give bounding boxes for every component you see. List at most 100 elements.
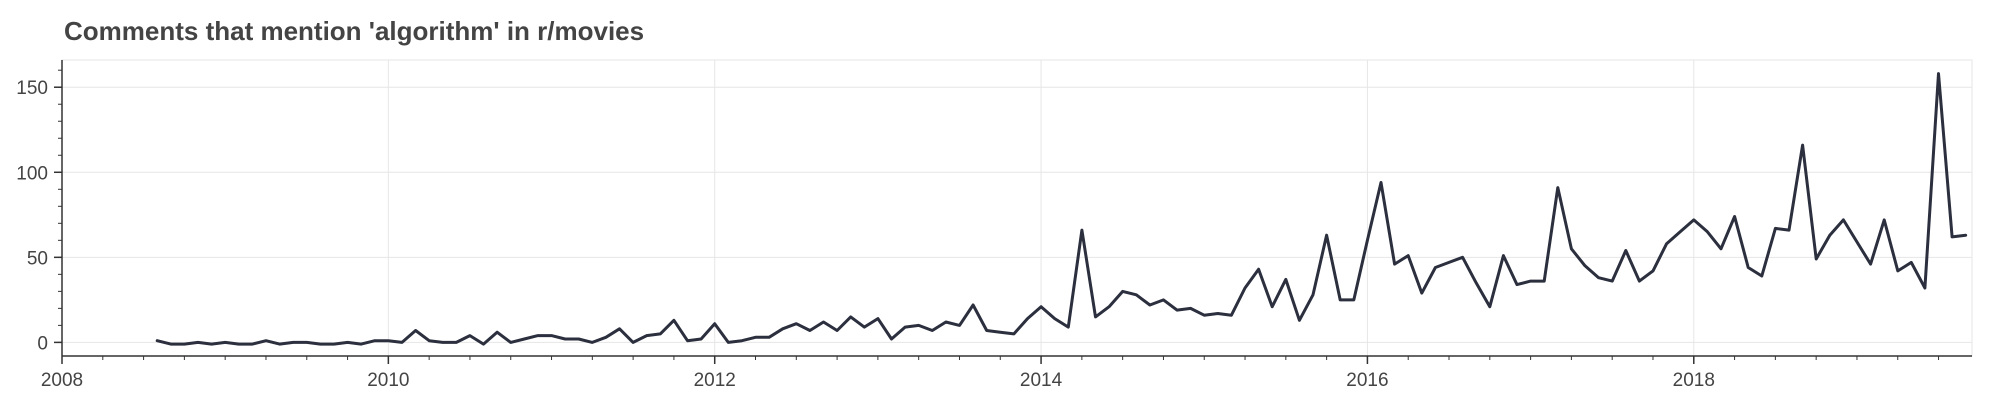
data-point bbox=[183, 343, 186, 346]
data-point bbox=[1896, 269, 1899, 272]
data-point bbox=[836, 329, 839, 332]
data-point bbox=[890, 338, 893, 341]
data-point bbox=[1094, 315, 1097, 318]
y-tick-label: 50 bbox=[27, 248, 48, 269]
data-point bbox=[1012, 332, 1015, 335]
data-point bbox=[210, 343, 213, 346]
data-point bbox=[781, 327, 784, 330]
data-point bbox=[1244, 287, 1247, 290]
data-point bbox=[1801, 144, 1804, 147]
data-point bbox=[1230, 314, 1233, 317]
data-point bbox=[659, 332, 662, 335]
data-point bbox=[1706, 230, 1709, 233]
data-point bbox=[999, 331, 1002, 334]
data-point bbox=[1176, 309, 1179, 312]
data-point bbox=[360, 343, 363, 346]
data-point bbox=[319, 343, 322, 346]
data-point bbox=[1529, 280, 1532, 283]
data-point bbox=[1108, 305, 1111, 308]
data-point bbox=[346, 341, 349, 344]
data-point bbox=[1257, 268, 1260, 271]
data-point bbox=[917, 324, 920, 327]
data-point bbox=[1543, 280, 1546, 283]
data-point bbox=[278, 343, 281, 346]
data-point bbox=[197, 341, 200, 344]
data-point bbox=[1203, 314, 1206, 317]
data-point bbox=[509, 341, 512, 344]
data-point bbox=[523, 338, 526, 341]
data-point bbox=[305, 341, 308, 344]
data-point bbox=[904, 326, 907, 329]
data-point bbox=[482, 343, 485, 346]
data-point bbox=[1040, 305, 1043, 308]
series-layer bbox=[155, 72, 1968, 346]
data-point bbox=[1883, 218, 1886, 221]
data-point bbox=[1720, 247, 1723, 250]
data-point bbox=[768, 336, 771, 339]
data-point bbox=[1516, 283, 1519, 286]
data-point bbox=[618, 327, 621, 330]
data-point bbox=[237, 343, 240, 346]
data-point bbox=[808, 329, 811, 332]
data-point bbox=[822, 321, 825, 324]
data-point bbox=[1448, 261, 1451, 264]
data-point bbox=[1828, 234, 1831, 237]
data-point bbox=[251, 343, 254, 346]
data-point bbox=[1121, 290, 1124, 293]
data-point bbox=[1148, 304, 1151, 307]
data-point bbox=[387, 339, 390, 342]
data-point bbox=[1339, 298, 1342, 301]
data-point bbox=[1420, 292, 1423, 295]
data-point bbox=[632, 341, 635, 344]
x-tick-label: 2018 bbox=[1673, 370, 1715, 391]
data-point bbox=[1080, 229, 1083, 232]
data-point bbox=[863, 326, 866, 329]
data-point bbox=[1461, 256, 1464, 259]
data-point bbox=[564, 338, 567, 341]
data-point bbox=[591, 341, 594, 344]
x-tick-label: 2010 bbox=[367, 370, 409, 391]
y-tick-label: 0 bbox=[37, 333, 48, 354]
data-point bbox=[1910, 261, 1913, 264]
data-point bbox=[1964, 234, 1967, 237]
data-point bbox=[156, 339, 159, 342]
data-point bbox=[1815, 258, 1818, 261]
data-point bbox=[1298, 319, 1301, 322]
data-point bbox=[604, 336, 607, 339]
data-point bbox=[1189, 307, 1192, 310]
chart-title: Comments that mention 'algorithm' in r/m… bbox=[64, 16, 645, 46]
data-point bbox=[849, 315, 852, 318]
y-tick-label: 150 bbox=[16, 78, 48, 99]
data-point bbox=[1380, 181, 1383, 184]
data-point bbox=[944, 321, 947, 324]
data-point bbox=[700, 338, 703, 341]
data-point bbox=[1788, 229, 1791, 232]
data-point bbox=[1271, 305, 1274, 308]
axes: 2008 2010 2012 2014 2016 2018 0 50 100 150 bbox=[16, 60, 1972, 391]
x-tick-label: 2014 bbox=[1020, 370, 1063, 391]
data-point bbox=[414, 329, 417, 332]
data-point bbox=[1067, 326, 1070, 329]
data-point bbox=[536, 334, 539, 337]
data-point bbox=[1747, 266, 1750, 269]
data-point bbox=[1393, 263, 1396, 266]
data-point bbox=[1556, 186, 1559, 189]
data-point bbox=[1869, 263, 1872, 266]
data-point bbox=[686, 339, 689, 342]
x-tick-label: 2008 bbox=[41, 370, 83, 391]
data-point bbox=[1135, 293, 1138, 296]
data-point bbox=[1434, 266, 1437, 269]
data-point bbox=[373, 339, 376, 342]
data-point bbox=[1053, 317, 1056, 320]
data-point bbox=[577, 338, 580, 341]
plot-frame bbox=[61, 59, 1973, 357]
data-point bbox=[754, 336, 757, 339]
data-point bbox=[1937, 72, 1940, 75]
data-point bbox=[1216, 312, 1219, 315]
data-point bbox=[1665, 242, 1668, 245]
data-point bbox=[496, 331, 499, 334]
data-point bbox=[1760, 275, 1763, 278]
data-point bbox=[224, 341, 227, 344]
data-point bbox=[1856, 241, 1859, 244]
